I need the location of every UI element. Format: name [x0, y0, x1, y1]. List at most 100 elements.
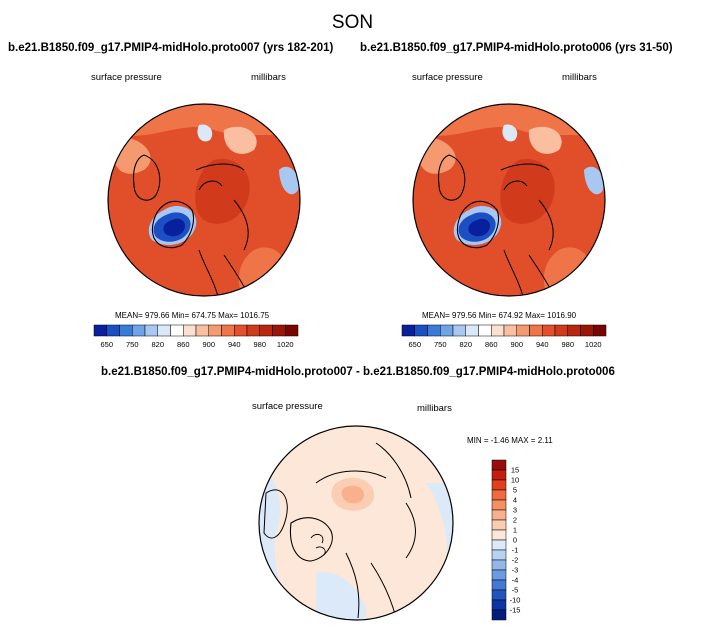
panel3-colorbar-tick-label: -15	[510, 606, 521, 615]
panel2-colorbar-swatch	[440, 324, 454, 337]
panel3-stats: MIN = -1.46 MAX = 2.11	[467, 436, 553, 445]
panel3-negative-d	[271, 441, 288, 456]
panel3-colorbar-swatch	[491, 459, 507, 471]
panel1-colorbar-swatch	[93, 324, 107, 337]
panel3-title: b.e21.B1850.f09_g17.PMIP4-midHolo.proto0…	[101, 366, 615, 378]
panel1-colorbar-tick-label: 750	[126, 340, 139, 349]
panel3-colorbar-swatch	[491, 579, 507, 591]
panel2-polar-map	[412, 103, 606, 297]
panel3-colorbar-swatch	[491, 479, 507, 491]
panel3-colorbar-swatch	[491, 469, 507, 481]
panel1-colorbar-swatch	[170, 324, 184, 337]
panel3-map-border	[258, 425, 454, 621]
panel3-colorbar-swatch	[491, 489, 507, 501]
panel3-colorbar-swatch	[491, 539, 507, 551]
panel1-greenland-core	[163, 218, 186, 237]
panel1-colorbar-swatch	[183, 324, 197, 337]
panel2-variable-label: surface pressure	[412, 72, 483, 83]
panel2-units-label: millibars	[562, 72, 597, 83]
panel1-colorbar-tick-label: 860	[177, 340, 190, 349]
panel3-colorbar-swatch	[491, 519, 507, 531]
panel2-colorbar-swatch	[465, 324, 479, 337]
panel1-region-d	[279, 166, 299, 195]
panel3-units-label: millibars	[417, 403, 452, 414]
panel3-colorbar-tick-label: 4	[513, 496, 517, 505]
panel2-title: b.e21.B1850.f09_g17.PMIP4-midHolo.proto0…	[360, 42, 673, 54]
panel1-colorbar-swatch	[259, 324, 273, 337]
panel3-colorbar-tick-label: -2	[512, 556, 519, 565]
panel2-colorbar-tick-label: 820	[459, 340, 472, 349]
panel2-colorbar-tick-label: 900	[510, 340, 523, 349]
panel2-colorbar-tick-label: 860	[485, 340, 498, 349]
panel3-positive-core	[341, 485, 364, 504]
panel2-colorbar-swatch	[452, 324, 466, 337]
panel2-colorbar-swatch	[516, 324, 530, 337]
panel2-region-c	[502, 124, 518, 142]
panel3-colorbar-swatch	[491, 529, 507, 541]
panel1-colorbar-tick-label: 980	[253, 340, 266, 349]
panel2-colorbar-swatch	[503, 324, 517, 337]
panel2-colorbar-swatch	[414, 324, 428, 337]
panel3-colorbar-tick-label: 15	[511, 466, 519, 475]
panel3-colorbar-swatch	[491, 499, 507, 511]
panel2-colorbar-swatch	[491, 324, 505, 337]
panel1-colorbar-tick-label: 1020	[277, 340, 294, 349]
panel1-colorbar-swatch	[132, 324, 146, 337]
panel2-colorbar-swatch	[580, 324, 594, 337]
panel2-colorbar-swatch	[542, 324, 556, 337]
panel1-colorbar-swatch	[285, 324, 299, 337]
panel1-units-label: millibars	[251, 72, 286, 83]
panel3-polar-map	[258, 425, 454, 621]
panel2-colorbar-swatch	[478, 324, 492, 337]
panel1-colorbar-tick-label: 820	[151, 340, 164, 349]
panel2-region-b	[528, 126, 562, 154]
panel1-colorbar: 650 750 820 860 900 940 980 1020	[93, 324, 299, 349]
panel3-colorbar-tick-label: -4	[512, 576, 519, 585]
panel1-region-c	[197, 124, 213, 142]
panel2-colorbar-tick-label: 980	[561, 340, 574, 349]
panel3-colorbar-swatch	[491, 509, 507, 521]
panel2-stats: MEAN= 979.56 Min= 674.92 Max= 1016.90	[422, 311, 577, 320]
panel1-colorbar-swatch	[195, 324, 209, 337]
panel3-colorbar-tick-label: 0	[513, 536, 517, 545]
panel3-colorbar-tick-label: 10	[511, 476, 519, 485]
panel3-colorbar-swatch	[491, 549, 507, 561]
panel1-colorbar-swatch	[234, 324, 248, 337]
panel3-colorbar-tick-label: -1	[512, 546, 519, 555]
panel3-colorbar-swatch	[491, 589, 507, 601]
panel1-colorbar-swatch	[272, 324, 286, 337]
panel2-colorbar-swatch	[554, 324, 568, 337]
panel3-negative-c	[316, 572, 367, 620]
panel3-colorbar-tick-label: 2	[513, 516, 517, 525]
panel2-colorbar-swatch	[529, 324, 543, 337]
panel2-colorbar-swatch	[427, 324, 441, 337]
panel3-colorbar-swatch	[491, 609, 507, 621]
figure-title: SON	[331, 12, 374, 33]
panel3-colorbar-swatch	[491, 599, 507, 611]
panel1-arctic-ocean	[195, 159, 250, 224]
panel2-colorbar-tick-label: 1020	[585, 340, 602, 349]
panel1-colorbar-swatch	[221, 324, 235, 337]
panel1-stats: MEAN= 979.66 Min= 674.75 Max= 1016.75	[115, 311, 270, 320]
panel3-colorbar-swatch	[491, 569, 507, 581]
panel2-map-border	[412, 103, 606, 297]
panel1-colorbar-swatch	[157, 324, 171, 337]
panel3-colorbar-tick-label: 1	[513, 526, 517, 535]
panel1-title: b.e21.B1850.f09_g17.PMIP4-midHolo.proto0…	[8, 42, 334, 54]
panel3-colorbar-tick-label: -10	[510, 596, 521, 605]
panel2-colorbar-swatch	[593, 324, 607, 337]
panel2-greenland-core	[468, 218, 491, 237]
panel1-colorbar-swatch	[144, 324, 158, 337]
panel1-polar-map	[107, 103, 301, 297]
panel2-colorbar-tick-label: 650	[408, 340, 421, 349]
panel3-variable-label: surface pressure	[252, 401, 323, 412]
panel2-colorbar-tick-label: 940	[536, 340, 549, 349]
panel1-colorbar-tick-label: 650	[100, 340, 113, 349]
panel1-colorbar-tick-label: 940	[228, 340, 241, 349]
panel1-region-b	[223, 126, 257, 154]
panel1-map-border	[107, 103, 301, 297]
panel2-colorbar: 650 750 820 860 900 940 980 1020	[401, 324, 607, 349]
panel2-region-d	[584, 166, 604, 195]
panel1-colorbar-swatch	[106, 324, 120, 337]
